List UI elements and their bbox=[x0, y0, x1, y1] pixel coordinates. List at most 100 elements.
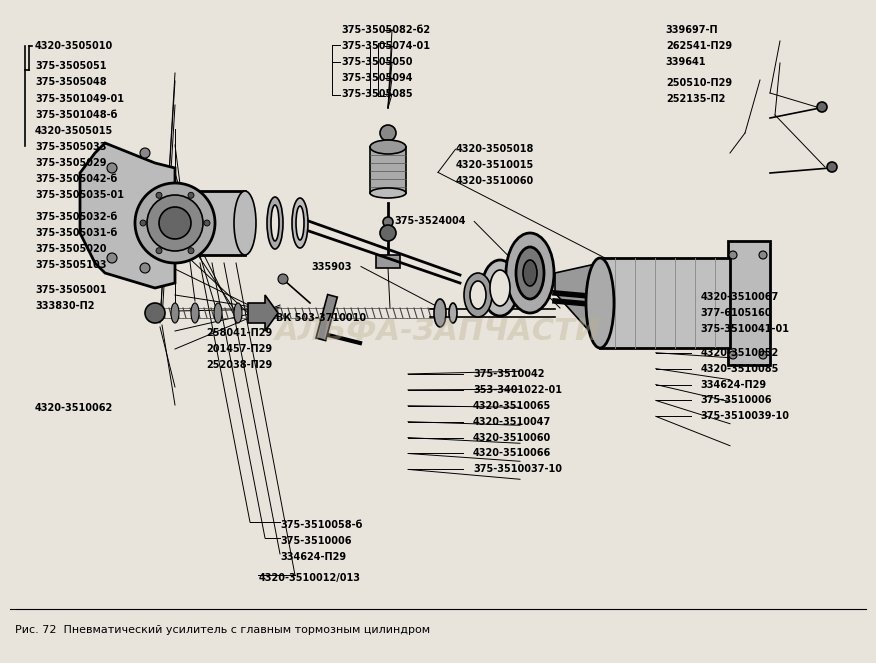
Ellipse shape bbox=[434, 299, 446, 327]
Circle shape bbox=[204, 220, 210, 226]
Ellipse shape bbox=[234, 303, 242, 323]
Text: АЛЬФА-ЗАПЧАСТИ: АЛЬФА-ЗАПЧАСТИ bbox=[275, 317, 601, 346]
Circle shape bbox=[188, 248, 194, 254]
Text: 4320-3505010: 4320-3505010 bbox=[35, 41, 113, 52]
Ellipse shape bbox=[234, 191, 256, 255]
Bar bbox=[600, 258, 730, 348]
Text: 375-3510041-01: 375-3510041-01 bbox=[701, 324, 790, 334]
Text: 375-3505048: 375-3505048 bbox=[35, 77, 107, 88]
Ellipse shape bbox=[490, 270, 510, 306]
Text: 375-3505050: 375-3505050 bbox=[342, 57, 413, 68]
Ellipse shape bbox=[292, 198, 308, 248]
Polygon shape bbox=[248, 295, 278, 331]
Circle shape bbox=[140, 263, 150, 273]
Ellipse shape bbox=[370, 188, 406, 198]
Circle shape bbox=[188, 192, 194, 198]
Circle shape bbox=[145, 303, 165, 323]
Circle shape bbox=[383, 217, 393, 227]
Text: 375-3505001: 375-3505001 bbox=[35, 285, 107, 296]
Text: 262541-П29: 262541-П29 bbox=[666, 41, 731, 52]
Text: 4320-3510060: 4320-3510060 bbox=[473, 432, 551, 443]
Text: 375-3505051: 375-3505051 bbox=[35, 61, 107, 72]
Circle shape bbox=[140, 148, 150, 158]
Text: 4320-3510065: 4320-3510065 bbox=[473, 400, 551, 411]
Ellipse shape bbox=[470, 281, 486, 309]
Ellipse shape bbox=[214, 303, 222, 323]
Ellipse shape bbox=[449, 303, 457, 323]
Text: 375-3505085: 375-3505085 bbox=[342, 89, 413, 99]
Text: 375-3510039-10: 375-3510039-10 bbox=[701, 411, 790, 422]
Circle shape bbox=[729, 251, 737, 259]
Text: ВК 503-3710010: ВК 503-3710010 bbox=[276, 313, 366, 324]
Ellipse shape bbox=[370, 140, 406, 154]
Text: 339697-П: 339697-П bbox=[666, 25, 718, 35]
Text: 250510-П29: 250510-П29 bbox=[666, 78, 731, 88]
Circle shape bbox=[383, 140, 393, 150]
Text: 375-3505103: 375-3505103 bbox=[35, 260, 107, 271]
Text: 377-6105160: 377-6105160 bbox=[701, 308, 773, 318]
Bar bbox=[370, 147, 406, 193]
Text: 4320-3505015: 4320-3505015 bbox=[35, 126, 113, 137]
Text: 375-3510037-10: 375-3510037-10 bbox=[473, 464, 562, 475]
Text: 4320-3510015: 4320-3510015 bbox=[456, 160, 533, 170]
Text: 4320-3510052: 4320-3510052 bbox=[701, 347, 779, 358]
Bar bbox=[316, 294, 337, 341]
Text: 4320-3510012/013: 4320-3510012/013 bbox=[258, 573, 360, 583]
Ellipse shape bbox=[523, 260, 537, 286]
Circle shape bbox=[107, 163, 117, 173]
Polygon shape bbox=[555, 263, 600, 343]
Text: 201457-П29: 201457-П29 bbox=[206, 343, 272, 354]
Text: 252038-П29: 252038-П29 bbox=[206, 359, 272, 370]
Ellipse shape bbox=[586, 258, 614, 348]
Text: 375-3505020: 375-3505020 bbox=[35, 244, 107, 255]
Circle shape bbox=[380, 125, 396, 141]
Ellipse shape bbox=[506, 233, 554, 313]
Circle shape bbox=[380, 225, 396, 241]
Text: 252135-П2: 252135-П2 bbox=[666, 93, 725, 104]
Text: 4320-3505018: 4320-3505018 bbox=[456, 144, 533, 154]
Text: 375-3505035-01: 375-3505035-01 bbox=[35, 190, 124, 200]
Circle shape bbox=[147, 195, 203, 251]
Text: 375-3510058-б: 375-3510058-б bbox=[280, 520, 363, 530]
Circle shape bbox=[278, 274, 288, 284]
Ellipse shape bbox=[296, 206, 304, 240]
Circle shape bbox=[135, 183, 215, 263]
Bar bbox=[376, 255, 400, 268]
Text: 4320-3510085: 4320-3510085 bbox=[701, 363, 779, 374]
Circle shape bbox=[759, 351, 767, 359]
Circle shape bbox=[140, 220, 146, 226]
Bar bbox=[728, 241, 770, 365]
Text: 4320-3510066: 4320-3510066 bbox=[473, 448, 551, 459]
Text: 375-3505042-б: 375-3505042-б bbox=[35, 174, 117, 184]
Text: 4320-3510067: 4320-3510067 bbox=[701, 292, 779, 302]
Circle shape bbox=[156, 192, 162, 198]
Text: Рис. 72  Пневматический усилитель с главным тормозным цилиндром: Рис. 72 Пневматический усилитель с главн… bbox=[15, 625, 430, 635]
Circle shape bbox=[759, 251, 767, 259]
Text: 335903: 335903 bbox=[311, 261, 351, 272]
Text: 334624-П29: 334624-П29 bbox=[280, 552, 346, 562]
Text: 258041-П29: 258041-П29 bbox=[206, 328, 272, 338]
Text: 4320-3510047: 4320-3510047 bbox=[473, 416, 551, 427]
Ellipse shape bbox=[482, 260, 518, 316]
Ellipse shape bbox=[516, 247, 544, 299]
Circle shape bbox=[159, 207, 191, 239]
Text: 353-3401022-01: 353-3401022-01 bbox=[473, 385, 562, 395]
Text: 375-3501049-01: 375-3501049-01 bbox=[35, 94, 124, 105]
Text: 333830-П2: 333830-П2 bbox=[35, 301, 95, 312]
Text: 375-3505094: 375-3505094 bbox=[342, 73, 413, 84]
Ellipse shape bbox=[464, 273, 492, 317]
Circle shape bbox=[827, 162, 837, 172]
Text: 375-3505032-б: 375-3505032-б bbox=[35, 212, 117, 223]
Polygon shape bbox=[80, 143, 175, 288]
Circle shape bbox=[817, 102, 827, 112]
Ellipse shape bbox=[171, 303, 179, 323]
Text: 375-3524004: 375-3524004 bbox=[394, 216, 466, 227]
Text: 375-3505082-б2: 375-3505082-б2 bbox=[342, 25, 431, 35]
Text: 375-3510006: 375-3510006 bbox=[280, 536, 352, 546]
Text: 375-3501048-б: 375-3501048-б bbox=[35, 110, 117, 121]
Circle shape bbox=[107, 253, 117, 263]
Bar bbox=[175, 191, 245, 255]
Text: 339641: 339641 bbox=[666, 57, 706, 68]
Text: 375-3505029: 375-3505029 bbox=[35, 158, 107, 168]
Text: 375-3510042: 375-3510042 bbox=[473, 369, 545, 379]
